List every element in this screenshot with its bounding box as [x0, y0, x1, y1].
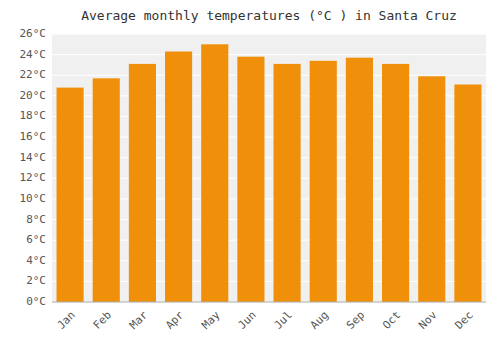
y-tick-label: 14°C — [20, 151, 47, 164]
bar — [274, 64, 301, 302]
bar — [237, 57, 264, 302]
chart-container: 0°C 2°C 4°C 6°C 8°C 10°C 12°C 14°C 16°C 18°C 20°C 2… — [0, 0, 500, 350]
y-tick-label: 26°C — [20, 27, 47, 40]
bar — [93, 78, 120, 302]
x-tick-label: Jan — [55, 309, 78, 332]
grid-line — [52, 302, 486, 303]
bar — [310, 61, 337, 302]
bar — [346, 58, 373, 302]
bar — [57, 88, 84, 302]
y-tick-label: 16°C — [20, 130, 47, 143]
bar — [165, 52, 192, 302]
x-tick-label: Aug — [308, 309, 331, 332]
x-tick-label: Sep — [344, 309, 367, 332]
x-tick-label: May — [199, 308, 223, 332]
bar — [201, 44, 228, 302]
x-axis-line — [52, 302, 486, 303]
x-tick-label: Oct — [380, 309, 403, 332]
x-tick-label: Apr — [163, 308, 187, 332]
x-tick-label: Jul — [272, 309, 295, 332]
y-tick-label: 6°C — [26, 233, 46, 246]
y-tick-label: 18°C — [20, 109, 47, 122]
grid-line — [52, 34, 486, 35]
grid — [52, 34, 486, 302]
y-tick-label: 8°C — [26, 213, 46, 226]
y-tick-label: 0°C — [26, 295, 46, 308]
plot-background — [52, 34, 486, 302]
grid-line — [52, 75, 486, 76]
y-tick-label: 24°C — [20, 48, 47, 61]
x-tick-label: Mar — [127, 308, 151, 332]
x-tick-label: Nov — [416, 308, 440, 332]
bar — [454, 85, 481, 302]
y-tick-label: 10°C — [20, 192, 47, 205]
chart-svg: 0°C 2°C 4°C 6°C 8°C 10°C 12°C 14°C 16°C 18°C 20°C 2… — [0, 0, 500, 350]
grid-line — [52, 54, 486, 55]
bar — [418, 76, 445, 302]
x-tick-label: Feb — [91, 309, 114, 332]
x-tick-label: Jun — [235, 309, 258, 332]
x-tick-label: Dec — [452, 309, 475, 332]
chart-title: Average monthly temperatures (°C ) in Sa… — [81, 8, 457, 23]
y-tick-label: 2°C — [26, 274, 46, 287]
y-tick-label: 12°C — [20, 171, 47, 184]
y-tick-label: 20°C — [20, 89, 47, 102]
bar — [129, 64, 156, 302]
bar — [382, 64, 409, 302]
bars — [57, 44, 482, 302]
y-tick-label: 4°C — [26, 254, 46, 267]
y-tick-label: 22°C — [20, 68, 47, 81]
